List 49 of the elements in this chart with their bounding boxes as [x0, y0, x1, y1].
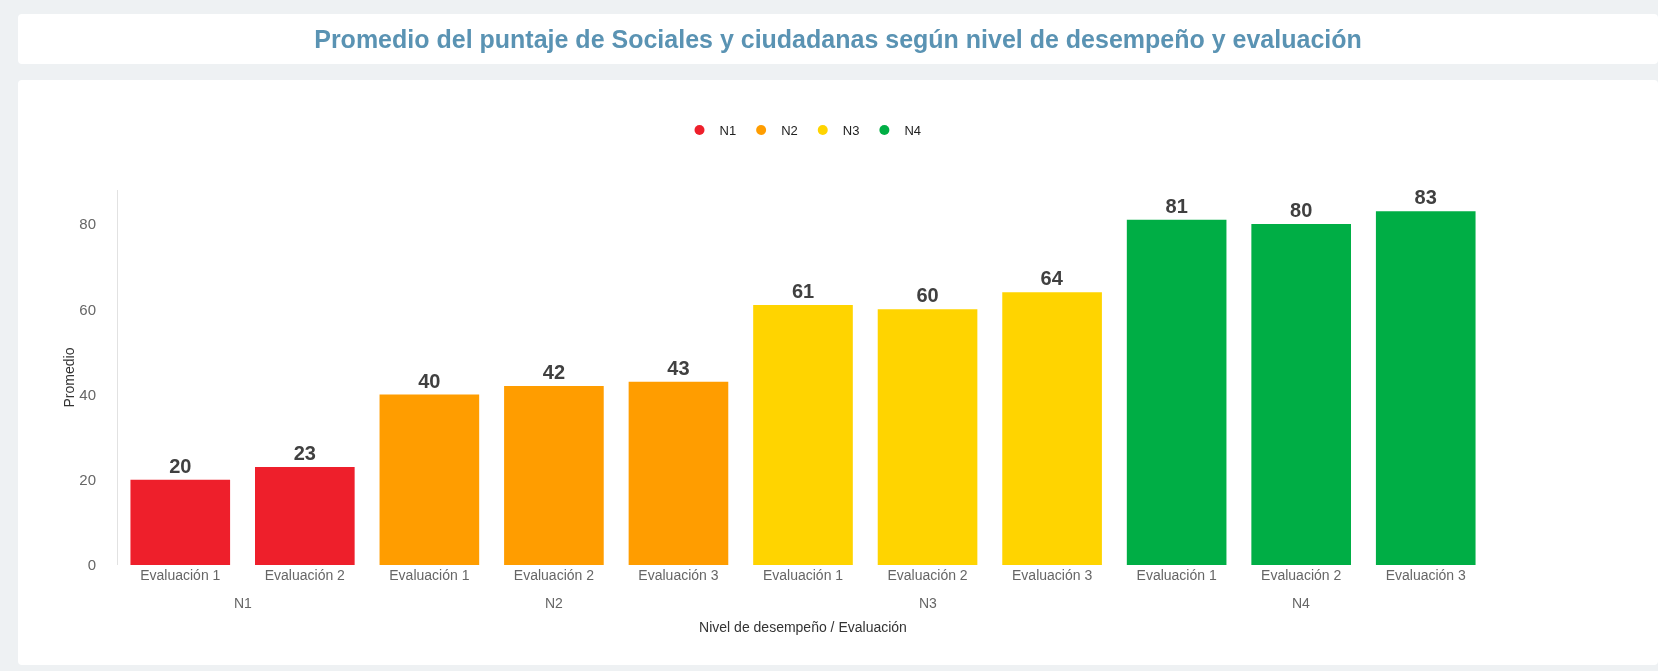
- legend-label: N2: [781, 123, 798, 139]
- data-label: 60: [916, 284, 939, 307]
- x-tick-label: Evaluación 1: [389, 567, 470, 583]
- data-label: 81: [1165, 194, 1188, 217]
- x-tick-label: Evaluación 1: [762, 567, 844, 583]
- x-tick-label: Evaluación 1: [140, 567, 221, 583]
- legend-label: N4: [904, 123, 921, 139]
- bar: [1126, 219, 1227, 565]
- bar: [1002, 292, 1102, 565]
- x-tick-label: Evaluación 2: [1261, 567, 1342, 583]
- data-label: 61: [791, 280, 815, 303]
- x-tick-label: Evaluación 3: [1385, 567, 1467, 583]
- bar: [877, 309, 978, 565]
- x-tick-label: Evaluación 2: [887, 567, 968, 583]
- y-tick-label: 20: [79, 471, 96, 489]
- x-tick-label: Evaluación 2: [264, 567, 346, 583]
- y-tick-label: 40: [79, 385, 96, 403]
- data-label: 42: [542, 361, 566, 384]
- bar: [753, 305, 853, 565]
- data-label: 80: [1290, 199, 1313, 222]
- data-label: 23: [293, 441, 316, 464]
- legend-label: N3: [842, 123, 860, 139]
- text: N4: [1292, 595, 1310, 611]
- y-tick-label: 0: [87, 556, 96, 574]
- text: N3: [919, 595, 937, 611]
- y-tick-label: 80: [79, 215, 96, 233]
- text: N1: [234, 595, 252, 611]
- bar: [504, 386, 604, 565]
- data-label: 20: [169, 454, 192, 477]
- data-label: 43: [667, 356, 690, 379]
- x-tick-label: Evaluación 3: [638, 567, 719, 583]
- bar: [628, 381, 729, 565]
- bar: [130, 479, 231, 565]
- y-tick-label: 60: [79, 300, 96, 318]
- legend-label: N1: [719, 123, 737, 139]
- bar: [1375, 211, 1476, 565]
- x-axis-title: Nivel de desempeño / Evaluación: [699, 619, 907, 636]
- data-label: 64: [1040, 267, 1064, 290]
- x-tick-label: Evaluación 1: [1136, 567, 1217, 583]
- bar: [255, 466, 355, 565]
- data-label: 83: [1414, 186, 1437, 209]
- x-tick-label: Evaluación 2: [513, 567, 595, 583]
- y-axis-title: Promedio: [61, 347, 78, 408]
- text: N2: [545, 595, 563, 611]
- bar: [1251, 224, 1351, 565]
- bar: [379, 394, 480, 565]
- chart-title: Promedio del puntaje de Sociales y ciudadanas según nivel de desempeño y evaluación: [18, 14, 1658, 64]
- x-tick-label: Evaluación 3: [1012, 567, 1093, 583]
- data-label: 40: [418, 369, 441, 392]
